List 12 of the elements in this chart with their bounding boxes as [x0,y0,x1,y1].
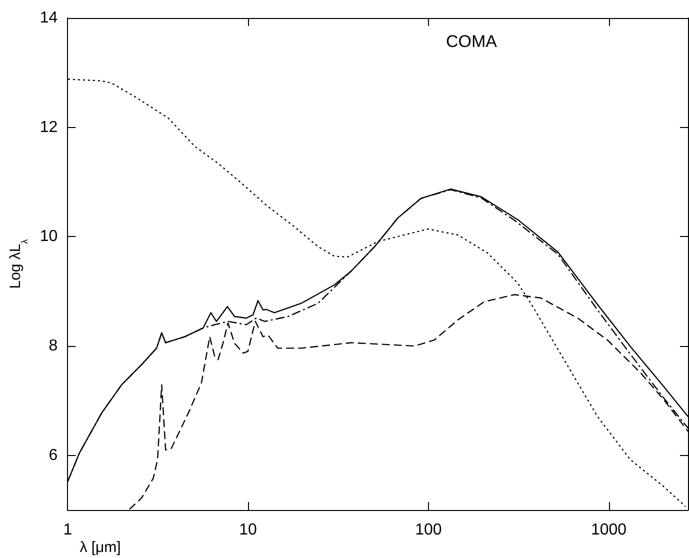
annotation: COMA [446,32,498,51]
x-tick-label: 1000 [590,522,627,538]
x-tick-label: 10 [239,522,258,538]
y-tick-label: 6 [48,446,58,464]
x-axis-title: λ [μm] [80,539,121,556]
y-axis-title: Log λLλ [7,238,30,289]
y-tick-label: 8 [48,338,58,354]
x-tick-label: 100 [415,522,442,538]
x-tick-label: 1 [63,522,72,538]
y-tick-label: 14 [40,10,58,26]
y-tick-label: 12 [40,118,58,136]
y-tick-label: 10 [40,228,58,246]
